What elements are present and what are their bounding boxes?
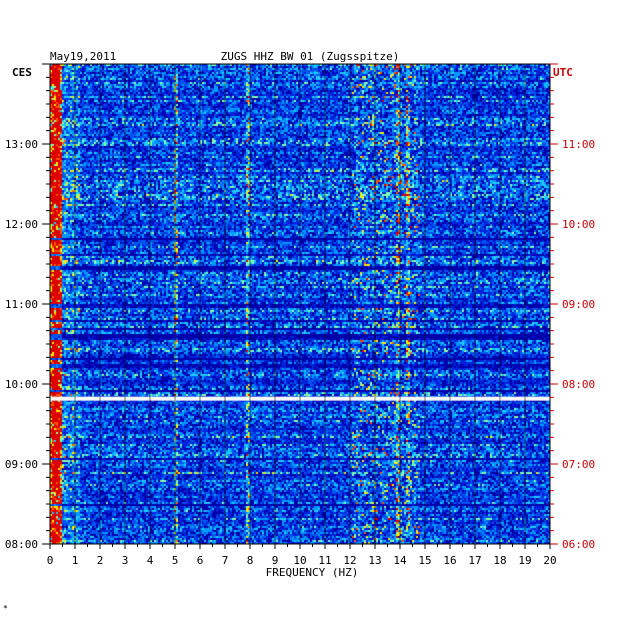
left-time-label: 09:00 [5,458,38,471]
x-tick-label: 16 [443,554,456,567]
time-axes: 13:00 12:00 11:00 10:00 09:00 08:00 11:00 10:00… [5,63,595,551]
right-time-label: 08:00 [562,378,595,391]
x-tick-label: 2 [97,554,104,567]
x-tick-label: 11 [318,554,331,567]
x-tick-label: 9 [272,554,279,567]
left-time-label: 12:00 [5,218,38,231]
footer-mark: * [3,604,8,613]
right-time-label: 06:00 [562,538,595,551]
x-axis-label: FREQUENCY (HZ) [266,566,359,579]
left-time-label: 10:00 [5,378,38,391]
x-tick-label: 18 [493,554,506,567]
x-tick-label: 20 [543,554,556,567]
x-tick-label: 7 [222,554,229,567]
left-time-label: 11:00 [5,298,38,311]
x-tick-label: 8 [247,554,254,567]
right-axis-label: UTC [553,66,573,79]
frequency-axis: 0 1 2 3 4 5 6 7 8 9 10 11 12 13 14 15 16 17 18 19 20 [47,544,557,567]
x-tick-label: 17 [468,554,481,567]
x-tick-label: 1 [72,554,79,567]
x-tick-label: 10 [293,554,306,567]
right-time-label: 10:00 [562,218,595,231]
right-time-label: 11:00 [562,138,595,151]
frequency-grid [49,64,551,544]
x-tick-label: 12 [343,554,356,567]
right-time-label: 07:00 [562,458,595,471]
x-tick-label: 13 [368,554,381,567]
chart-title: ZUGS HHZ BW 01 (Zugsspitze) [221,50,400,63]
x-tick-label: 4 [147,554,154,567]
x-tick-label: 0 [47,554,54,567]
left-time-label: 08:00 [5,538,38,551]
x-tick-label: 14 [393,554,407,567]
x-tick-label: 5 [172,554,179,567]
left-time-label: 13:00 [5,138,38,151]
x-tick-label: 3 [122,554,129,567]
x-tick-label: 19 [518,554,531,567]
chart-date: May19,2011 [50,50,116,63]
left-axis-label: CES [12,66,32,79]
x-tick-label: 6 [197,554,204,567]
x-tick-label: 15 [418,554,431,567]
right-time-label: 09:00 [562,298,595,311]
